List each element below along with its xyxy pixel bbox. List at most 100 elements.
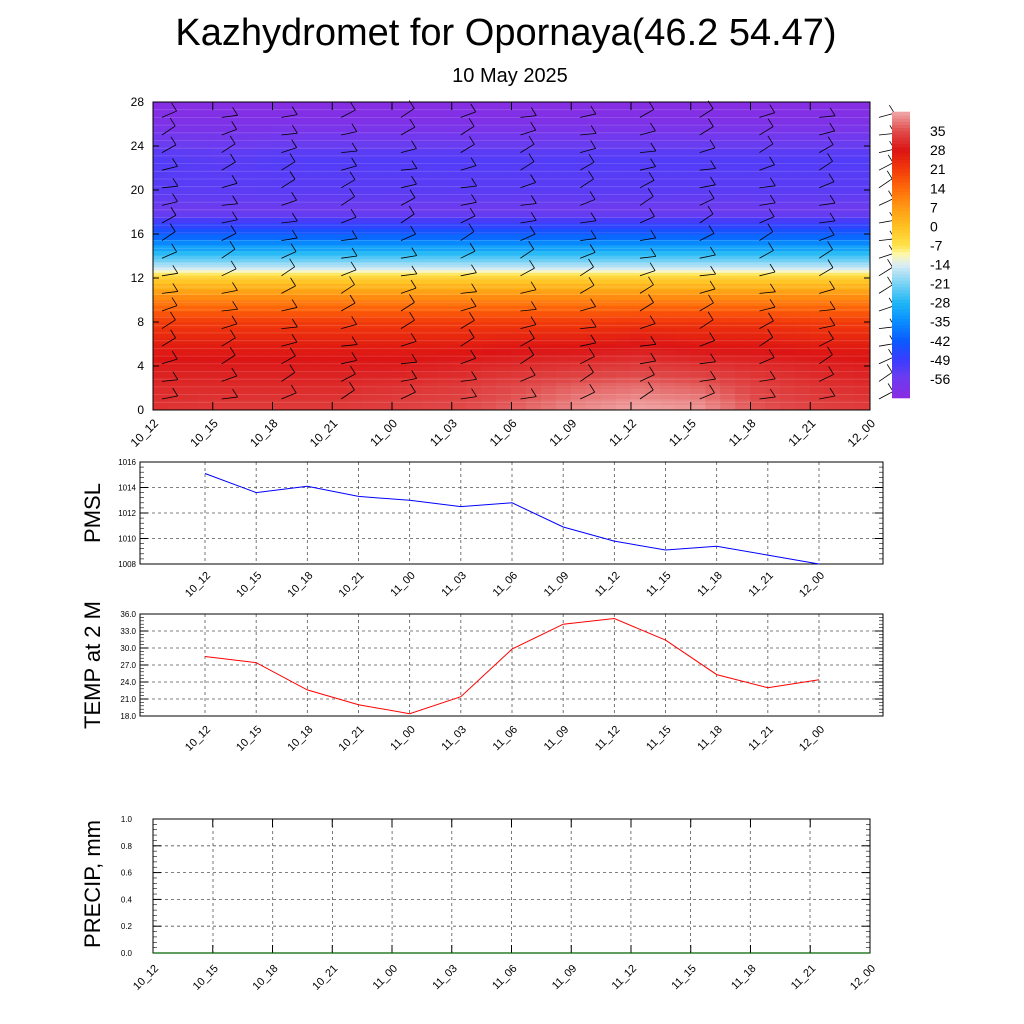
heatmap-cell	[675, 393, 692, 400]
heatmap-cell	[690, 258, 707, 262]
heatmap-cell	[869, 288, 870, 295]
heatmap-cell	[167, 189, 184, 196]
heatmap-cell	[809, 102, 826, 108]
heatmap-cell	[779, 360, 796, 367]
heatmap-cell	[496, 371, 512, 378]
heatmap-cell	[301, 148, 318, 158]
heatmap-cell	[630, 206, 647, 213]
heatmap-cell	[242, 316, 258, 323]
wind-barb	[281, 132, 298, 136]
heatmap-cell	[242, 123, 258, 133]
colorbar-band	[892, 248, 910, 253]
heatmap-cell	[346, 272, 363, 276]
heatmap-cell	[555, 266, 572, 271]
heatmap-cell	[346, 360, 363, 367]
wind-barb	[520, 267, 535, 277]
heatmap-cell	[167, 164, 184, 174]
heatmap-cell	[421, 299, 438, 306]
colorbar-band	[892, 191, 910, 195]
heatmap-cell	[197, 140, 214, 150]
heatmap-cell	[242, 239, 258, 246]
heatmap-cell	[182, 206, 199, 213]
heatmap-cell	[794, 233, 811, 240]
wind-barb-feather	[171, 297, 178, 306]
heatmap-cell	[526, 382, 542, 389]
heatmap-cell	[406, 107, 423, 114]
heatmap-cell	[406, 189, 423, 196]
heatmap-cell	[227, 189, 244, 196]
heatmap-cell	[809, 338, 826, 345]
heatmap-cell	[705, 274, 722, 279]
heatmap-cell	[824, 371, 841, 378]
heatmap-cell	[809, 244, 826, 251]
heatmap-cell	[481, 321, 497, 328]
heatmap-cell	[779, 206, 796, 213]
heatmap-cell	[570, 263, 587, 268]
heatmap-cell	[167, 310, 184, 317]
heatmap-cell	[316, 354, 333, 361]
heatmap-cell	[182, 164, 199, 174]
heatmap-cell	[466, 283, 483, 290]
heatmap-cell	[705, 181, 722, 191]
heatmap-cell	[705, 349, 722, 356]
pmsl-x-tick-label: 11_03	[439, 570, 469, 600]
heatmap-cell	[331, 349, 348, 356]
heatmap-cell	[436, 269, 453, 273]
heatmap-cell	[406, 206, 423, 213]
heatmap-cell	[451, 118, 468, 125]
heatmap-cell	[182, 233, 199, 240]
wind-barb	[520, 289, 537, 294]
heatmap-cell	[794, 261, 811, 265]
heatmap-cell	[645, 200, 662, 207]
heatmap-cell	[555, 376, 572, 383]
heatmap-cell	[630, 321, 647, 328]
heatmap-cell	[481, 195, 497, 202]
heatmap-cell	[197, 277, 214, 284]
heatmap-cell	[197, 316, 214, 323]
heatmap-cell	[197, 398, 214, 405]
heatmap-cell	[794, 404, 811, 410]
heatmap-cell	[153, 310, 169, 317]
heatmap-cell	[794, 148, 811, 158]
heatmap-cell	[885, 404, 901, 410]
temp-x-tick-label: 11_03	[439, 724, 469, 754]
heatmap-cell	[630, 189, 647, 196]
heatmap-cell	[750, 387, 766, 394]
heatmap-cell	[182, 274, 199, 279]
heatmap-cell	[540, 269, 557, 273]
heatmap-cell	[555, 164, 572, 174]
heatmap-cell	[331, 332, 348, 339]
heatmap-cell	[511, 360, 527, 367]
temp-x-tick-label: 11_15	[644, 724, 674, 754]
heatmap-cell	[153, 272, 169, 276]
wind-barb-feather	[469, 207, 476, 217]
heatmap-cell	[779, 299, 796, 306]
heatmap-cell	[750, 332, 766, 339]
wind-barb-feather	[230, 260, 237, 270]
heatmap-cell	[301, 164, 318, 174]
heatmap-cell	[242, 327, 258, 334]
heatmap-cell	[675, 376, 692, 383]
heatmap-cell	[331, 321, 348, 328]
heatmap-cell	[735, 156, 751, 166]
colorbar-band	[892, 391, 910, 396]
pmsl-x-tick-label: 11_15	[644, 570, 674, 600]
heatmap-cell	[406, 332, 423, 339]
heatmap-cell	[257, 211, 273, 218]
heatmap-cell	[301, 305, 318, 312]
wind-barb	[281, 326, 298, 329]
heatmap-cell	[526, 398, 542, 405]
wind-barb	[639, 196, 654, 206]
heatmap-cell	[301, 310, 318, 317]
heatmap-cell	[287, 274, 303, 279]
heatmap-cell	[899, 399, 915, 405]
heatmap-cell	[361, 148, 378, 158]
heatmap-cell	[227, 261, 244, 265]
heatmap-cell	[153, 217, 169, 224]
wind-barb	[759, 216, 775, 224]
heatmap-cell	[660, 217, 677, 224]
heatmap-cell	[227, 228, 244, 235]
heatmap-cell	[287, 269, 303, 273]
heatmap-cell	[331, 112, 348, 119]
heatmap-cell	[167, 360, 184, 367]
